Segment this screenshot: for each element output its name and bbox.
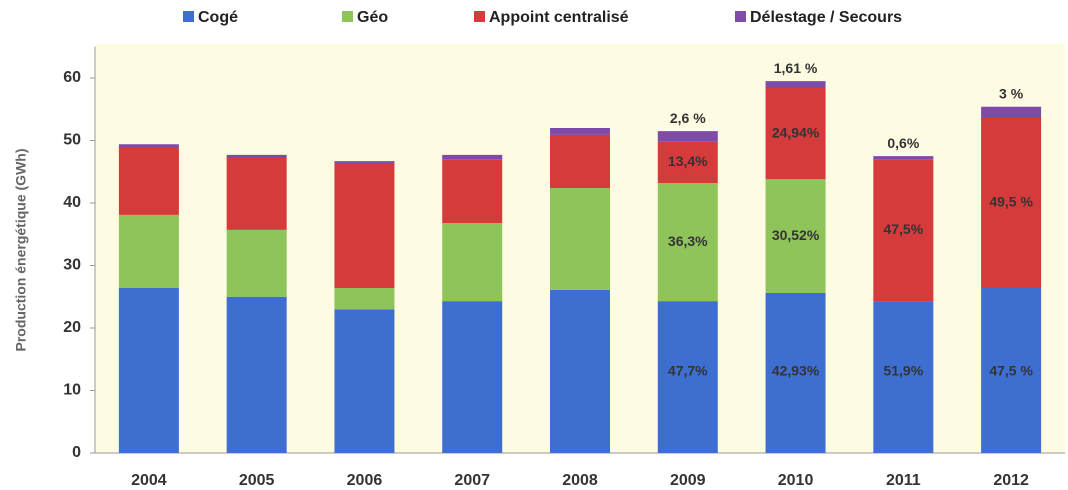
legend-label: Cogé <box>198 9 238 26</box>
y-tick-label: 20 <box>63 319 81 336</box>
legend-swatch <box>342 11 353 22</box>
bar-segment <box>550 188 610 290</box>
bar-segment <box>442 301 503 453</box>
data-annotation: 36,3% <box>668 233 708 249</box>
data-annotation: 1,61 % <box>774 60 818 76</box>
bar-segment <box>657 141 718 183</box>
bar-segment <box>334 163 395 288</box>
bar-segment <box>550 289 610 453</box>
bar-segment <box>765 179 826 293</box>
bar-segment <box>118 144 179 148</box>
bar-segment <box>765 293 826 453</box>
data-annotation: 47,7% <box>668 362 708 378</box>
y-tick-label: 60 <box>63 69 81 86</box>
x-tick-label: 2009 <box>670 472 706 489</box>
bar-segment <box>334 309 395 453</box>
legend-label: Délestage / Secours <box>750 9 902 26</box>
legend-swatch <box>183 11 194 22</box>
x-tick-label: 2004 <box>131 472 167 489</box>
legend-label: Géo <box>357 9 388 26</box>
x-tick-label: 2010 <box>778 472 814 489</box>
data-annotation: 30,52% <box>772 227 820 243</box>
bar-segment <box>442 159 503 223</box>
bar-segment <box>657 131 718 142</box>
y-tick-label: 30 <box>63 257 81 274</box>
data-annotation: 51,9% <box>883 362 923 378</box>
x-tick-label: 2008 <box>562 472 598 489</box>
bar-segment <box>334 161 395 163</box>
x-tick-label: 2005 <box>239 472 275 489</box>
bar-segment <box>118 214 179 288</box>
bar-segment <box>226 296 287 453</box>
data-annotation: 47,5% <box>883 221 923 237</box>
y-axis-label: Production énergétique (GWh) <box>13 149 29 352</box>
bar-segment <box>334 288 395 310</box>
bar-segment <box>873 159 934 302</box>
y-tick-label: 50 <box>63 132 81 149</box>
bar-segment <box>226 229 287 297</box>
data-annotation: 42,93% <box>772 362 820 378</box>
bar-segment <box>981 106 1042 118</box>
x-tick-label: 2006 <box>347 472 383 489</box>
x-tick-label: 2007 <box>454 472 490 489</box>
data-annotation: 49,5 % <box>989 194 1033 210</box>
bar-segment <box>118 148 179 215</box>
bar-segment <box>981 118 1042 288</box>
bar-segment <box>873 156 934 160</box>
data-annotation: 47,5 % <box>989 362 1033 378</box>
bar-segment <box>657 301 718 453</box>
legend-swatch <box>474 11 485 22</box>
bar-segment <box>765 81 826 88</box>
y-tick-label: 40 <box>63 194 81 211</box>
legend-swatch <box>735 11 746 22</box>
bar-segment <box>550 134 610 188</box>
x-tick-label: 2012 <box>993 472 1029 489</box>
data-annotation: 13,4% <box>668 153 708 169</box>
data-annotation: 2,6 % <box>670 110 706 126</box>
bar-segment <box>442 154 503 160</box>
y-tick-label: 10 <box>63 382 81 399</box>
data-annotation: 3 % <box>999 85 1024 101</box>
bar-segment <box>657 183 718 302</box>
bar-segment <box>765 88 826 180</box>
bar-segment <box>226 154 287 158</box>
legend-label: Appoint centralisé <box>489 9 629 26</box>
bar-segment <box>226 158 287 230</box>
y-tick-label: 0 <box>72 444 81 461</box>
x-tick-label: 2011 <box>886 472 921 489</box>
bar-segment <box>550 128 610 135</box>
data-annotation: 0,6% <box>887 135 919 151</box>
bar-segment <box>442 223 503 302</box>
bar-segment <box>118 288 179 453</box>
bar-segment <box>981 288 1042 453</box>
data-annotation: 24,94% <box>772 124 820 140</box>
bar-segment <box>873 301 934 453</box>
